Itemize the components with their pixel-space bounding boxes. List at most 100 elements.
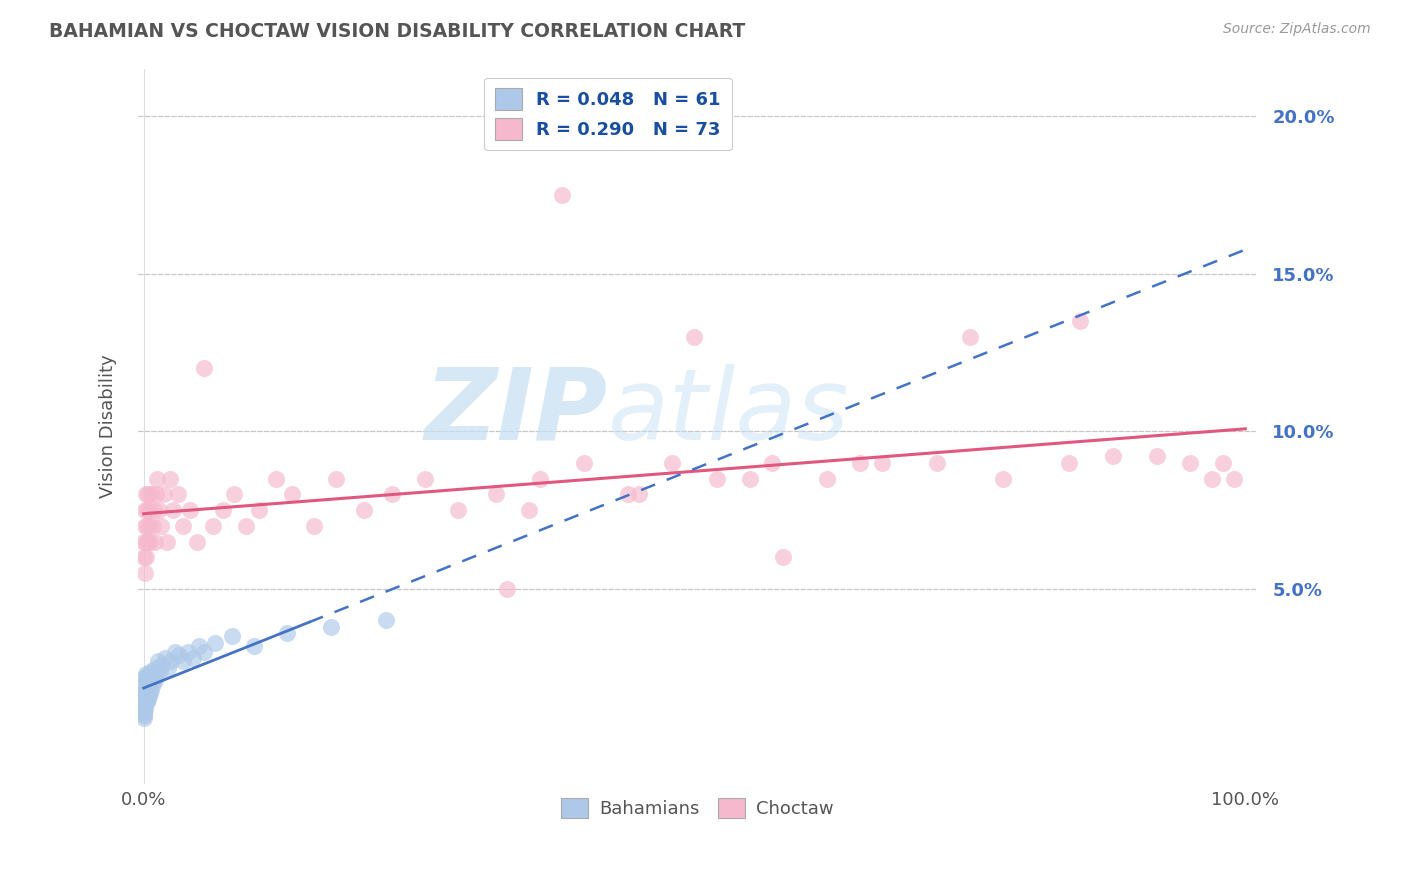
Point (815, 471, 838, 485)
Legend: Bahamians, Choctaw: Bahamians, Choctaw (554, 791, 841, 825)
Point (738, 471, 761, 485)
Point (529, 471, 551, 485)
Point (138, 518, 160, 533)
Point (142, 670, 165, 684)
Point (134, 676, 156, 690)
Point (149, 664, 172, 678)
Point (136, 695, 159, 709)
Point (193, 645, 215, 659)
Point (132, 702, 155, 716)
Point (380, 487, 402, 501)
Point (136, 692, 159, 706)
Point (136, 686, 159, 700)
Point (163, 645, 186, 659)
Point (146, 471, 169, 485)
Point (136, 487, 159, 501)
Point (135, 550, 157, 565)
Point (235, 518, 257, 533)
Point (661, 456, 683, 470)
Point (135, 682, 157, 697)
Point (150, 518, 173, 533)
Point (136, 673, 159, 688)
Point (134, 566, 156, 581)
Point (156, 661, 179, 675)
Point (959, 329, 981, 343)
Point (353, 503, 375, 517)
Point (204, 635, 226, 649)
Point (264, 471, 287, 485)
Point (187, 639, 209, 653)
Point (152, 657, 174, 672)
Point (159, 471, 181, 485)
Point (925, 456, 948, 470)
Point (134, 682, 156, 697)
Point (136, 503, 159, 517)
Point (186, 534, 208, 549)
Point (148, 503, 170, 517)
Point (761, 456, 783, 470)
Point (141, 676, 163, 690)
Text: BAHAMIAN VS CHOCTAW VISION DISABILITY CORRELATION CHART: BAHAMIAN VS CHOCTAW VISION DISABILITY CO… (49, 22, 745, 41)
Point (1057, 456, 1080, 470)
Point (136, 689, 159, 703)
Point (617, 487, 640, 501)
Point (413, 471, 436, 485)
Point (141, 664, 163, 678)
Point (138, 503, 160, 517)
Point (179, 503, 201, 517)
Point (848, 456, 870, 470)
Point (134, 692, 156, 706)
Point (628, 487, 651, 501)
Point (446, 503, 468, 517)
Point (281, 487, 304, 501)
Point (319, 620, 342, 634)
Point (172, 655, 194, 669)
Point (142, 503, 165, 517)
Text: ZIP: ZIP (425, 364, 607, 460)
Point (132, 708, 155, 723)
Point (138, 667, 160, 681)
Point (991, 471, 1014, 485)
Point (172, 518, 194, 533)
Point (325, 471, 347, 485)
Point (222, 487, 245, 501)
Point (146, 667, 169, 681)
Point (135, 680, 157, 694)
Point (136, 670, 159, 684)
Point (167, 648, 190, 662)
Point (304, 518, 326, 533)
Point (139, 534, 162, 549)
Point (135, 695, 157, 709)
Point (135, 667, 157, 681)
Point (138, 689, 160, 703)
Point (156, 534, 179, 549)
Point (375, 614, 398, 628)
Point (243, 639, 266, 653)
Point (134, 702, 156, 716)
Point (202, 518, 225, 533)
Point (132, 711, 155, 725)
Point (132, 689, 155, 703)
Point (141, 487, 163, 501)
Y-axis label: Vision Disability: Vision Disability (100, 355, 117, 499)
Point (135, 487, 157, 501)
Point (132, 705, 155, 719)
Point (136, 682, 159, 697)
Point (134, 518, 156, 533)
Text: atlas: atlas (607, 364, 849, 460)
Point (1212, 456, 1234, 470)
Point (141, 682, 163, 697)
Point (141, 518, 163, 533)
Point (683, 329, 706, 343)
Point (496, 582, 519, 596)
Point (146, 655, 169, 669)
Point (132, 550, 155, 565)
Point (485, 487, 508, 501)
Point (132, 698, 155, 713)
Point (136, 518, 159, 533)
Point (134, 670, 156, 684)
Point (134, 686, 156, 700)
Point (134, 503, 156, 517)
Point (153, 651, 176, 665)
Point (574, 456, 596, 470)
